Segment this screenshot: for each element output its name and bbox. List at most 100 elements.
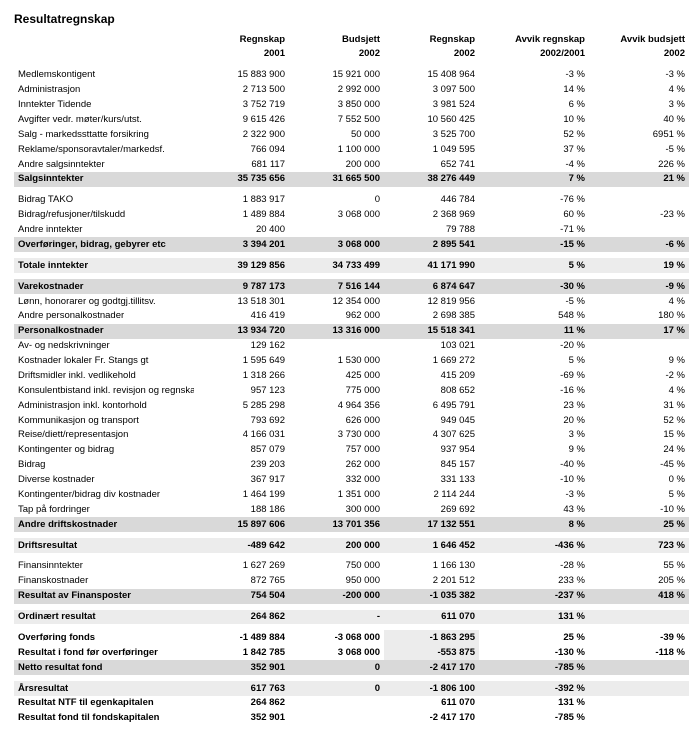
cell: 6 % xyxy=(479,98,589,113)
cell: 611 070 xyxy=(384,610,479,625)
row-label: Resultat i fond før overføringer xyxy=(14,645,194,660)
cell: 949 045 xyxy=(384,413,479,428)
cell: 13 701 356 xyxy=(289,517,384,532)
table-row: Avgifter vedr. møter/kurs/utst.9 615 426… xyxy=(14,112,689,127)
cell: 1 646 452 xyxy=(384,538,479,553)
cell: -785 % xyxy=(479,711,589,726)
cell: -785 % xyxy=(479,660,589,675)
cell: 1 530 000 xyxy=(289,354,384,369)
cell: -3 068 000 xyxy=(289,630,384,645)
row-label: Inntekter Tidende xyxy=(14,98,194,113)
table-row: Salg - markedssttatte forsikring2 322 90… xyxy=(14,127,689,142)
cell: 35 735 656 xyxy=(194,172,289,187)
income-statement-table: Regnskap Budsjett Regnskap Avvik regnska… xyxy=(14,32,689,726)
table-row: Reise/diett/representasjon4 166 0313 730… xyxy=(14,428,689,443)
table-row: Diverse kostnader367 917332 000331 133-1… xyxy=(14,473,689,488)
table-row: Overføring fonds-1 489 884-3 068 000-1 8… xyxy=(14,630,689,645)
cell: 43 % xyxy=(479,502,589,517)
row-label: Salgsinntekter xyxy=(14,172,194,187)
cell: 9 615 426 xyxy=(194,112,289,127)
cell: 15 518 341 xyxy=(384,324,479,339)
cell: 3 % xyxy=(479,428,589,443)
row-label: Overføring fonds xyxy=(14,630,194,645)
cell: -3 % xyxy=(589,68,689,83)
cell: 264 862 xyxy=(194,696,289,711)
cell: -3 % xyxy=(479,487,589,502)
cell: 3 981 524 xyxy=(384,98,479,113)
row-label: Varekostnader xyxy=(14,279,194,294)
row-label: Kommunikasjon og transport xyxy=(14,413,194,428)
cell: 845 157 xyxy=(384,458,479,473)
cell: -10 % xyxy=(479,473,589,488)
row-label: Andre personalkostnader xyxy=(14,309,194,324)
cell xyxy=(289,696,384,711)
table-row: Salgsinntekter35 735 65631 665 50038 276… xyxy=(14,172,689,187)
cell xyxy=(589,681,689,696)
cell: 352 901 xyxy=(194,711,289,726)
cell: 3 068 000 xyxy=(289,237,384,252)
cell: 808 652 xyxy=(384,383,479,398)
cell: -71 % xyxy=(479,223,589,238)
col-header-bottom: 2002 xyxy=(384,47,479,62)
cell: 25 % xyxy=(589,517,689,532)
cell: 2 713 500 xyxy=(194,83,289,98)
cell: 205 % xyxy=(589,574,689,589)
row-label: Bidrag xyxy=(14,458,194,473)
row-label: Reise/diett/representasjon xyxy=(14,428,194,443)
cell: 15 883 900 xyxy=(194,68,289,83)
cell: 950 000 xyxy=(289,574,384,589)
cell: 3 097 500 xyxy=(384,83,479,98)
cell: 2 698 385 xyxy=(384,309,479,324)
cell: 11 % xyxy=(479,324,589,339)
cell: 9 787 173 xyxy=(194,279,289,294)
table-row: Andre inntekter20 40079 788-71 % xyxy=(14,223,689,238)
table-row: Kostnader lokaler Fr. Stangs gt1 595 649… xyxy=(14,354,689,369)
col-header-top: Avvik budsjett xyxy=(589,32,689,47)
cell xyxy=(589,223,689,238)
table-row: Bidrag TAKO1 883 9170446 784-76 % xyxy=(14,193,689,208)
cell: 3 394 201 xyxy=(194,237,289,252)
cell: 415 209 xyxy=(384,368,479,383)
cell: 15 % xyxy=(589,428,689,443)
cell: 60 % xyxy=(479,208,589,223)
table-row: Konsulentbistand inkl. revisjon og regns… xyxy=(14,383,689,398)
cell: 775 000 xyxy=(289,383,384,398)
cell: 3 850 000 xyxy=(289,98,384,113)
cell: 937 954 xyxy=(384,443,479,458)
table-row: Av- og nedskrivninger129 162103 021-20 % xyxy=(14,339,689,354)
cell: -200 000 xyxy=(289,589,384,604)
table-row: Driftsresultat-489 642200 0001 646 452-4… xyxy=(14,538,689,553)
table-row: Finanskostnader872 765950 0002 201 51223… xyxy=(14,574,689,589)
cell: 9 % xyxy=(589,354,689,369)
cell: 25 % xyxy=(479,630,589,645)
cell: 4 % xyxy=(589,383,689,398)
cell: 2 201 512 xyxy=(384,574,479,589)
cell: 39 129 856 xyxy=(194,258,289,273)
cell: 1 883 917 xyxy=(194,193,289,208)
col-header-bottom: 2002 xyxy=(289,47,384,62)
cell: 6951 % xyxy=(589,127,689,142)
cell: 2 114 244 xyxy=(384,487,479,502)
cell: 131 % xyxy=(479,696,589,711)
cell: 1 489 884 xyxy=(194,208,289,223)
table-row: Totale inntekter39 129 85634 733 49941 1… xyxy=(14,258,689,273)
cell xyxy=(289,223,384,238)
cell: 7 % xyxy=(479,172,589,187)
cell: 38 276 449 xyxy=(384,172,479,187)
row-label: Bidrag/refusjoner/tilskudd xyxy=(14,208,194,223)
cell: 269 692 xyxy=(384,502,479,517)
cell: 15 408 964 xyxy=(384,68,479,83)
row-label: Diverse kostnader xyxy=(14,473,194,488)
cell: 352 901 xyxy=(194,660,289,675)
cell: 3 752 719 xyxy=(194,98,289,113)
cell: 793 692 xyxy=(194,413,289,428)
row-label: Andre driftskostnader xyxy=(14,517,194,532)
cell: 262 000 xyxy=(289,458,384,473)
cell: 962 000 xyxy=(289,309,384,324)
cell: -30 % xyxy=(479,279,589,294)
cell: 10 560 425 xyxy=(384,112,479,127)
row-label: Tap på fordringer xyxy=(14,502,194,517)
cell: 2 895 541 xyxy=(384,237,479,252)
cell: 4 % xyxy=(589,294,689,309)
table-row: Kontingenter/bidrag div kostnader1 464 1… xyxy=(14,487,689,502)
